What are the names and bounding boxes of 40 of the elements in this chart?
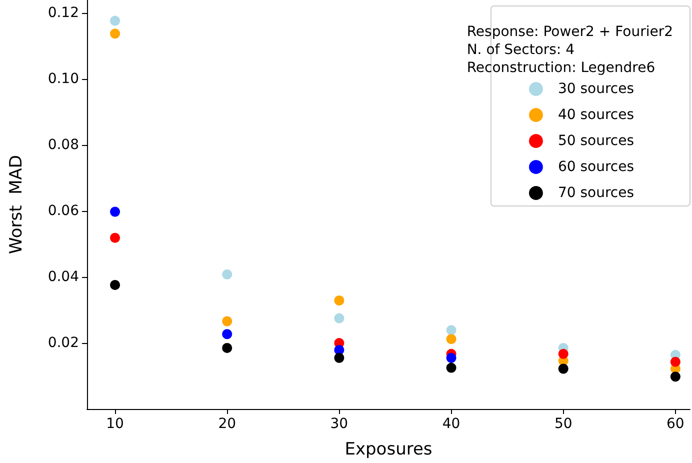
point [334,352,344,363]
point [222,329,232,340]
point [446,334,456,344]
legend-label: 60 sources [558,159,634,175]
point [558,348,568,359]
y-tick-label: 0.04 [48,269,80,286]
point [222,316,232,326]
point [110,232,120,243]
x-tick-label: 50 [554,416,572,432]
point [446,352,456,363]
legend-label: 40 sources [558,107,634,123]
legend-label: 30 sources [558,81,634,97]
point [670,372,680,382]
point [110,16,120,26]
y-tick-label: 0.02 [48,335,79,352]
legend-title: Response: Power2 + Fourier2 N. of Sectors: 4 Reconstruction: Legendre6 [466,24,673,76]
point [334,295,344,306]
x-tick-label: 30 [330,416,348,432]
y-tick-label: 0.12 [48,5,79,22]
y-tick-label: 0.08 [48,137,79,154]
point [670,356,680,367]
point [446,362,456,373]
y-tick-label: 0.10 [48,71,79,88]
legend-label: 50 sources [558,133,634,149]
x-tick-label: 60 [666,416,684,432]
y-tick-label: 0.06 [48,203,80,220]
point [446,325,456,336]
x-tick-label: 20 [218,416,236,432]
x-axis-title: Exposures [344,440,432,460]
point [110,28,120,39]
point [110,280,120,290]
point [222,342,232,353]
x-tick-label: 10 [106,416,124,432]
point [334,313,344,324]
legend-label: 70 sources [558,185,634,201]
point [222,269,232,280]
x-tick-label: 40 [442,416,460,432]
point [110,206,120,217]
y-axis-title: Worst MAD [6,155,26,254]
point [558,364,568,374]
